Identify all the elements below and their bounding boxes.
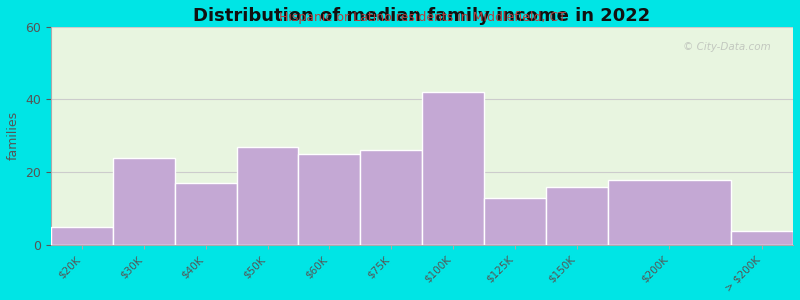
- Bar: [546, 187, 607, 245]
- Bar: [484, 198, 546, 245]
- Title: Distribution of median family income in 2022: Distribution of median family income in …: [194, 7, 650, 25]
- Bar: [422, 92, 484, 245]
- Text: © City-Data.com: © City-Data.com: [683, 42, 770, 52]
- Bar: [360, 150, 422, 245]
- Bar: [174, 183, 237, 245]
- Y-axis label: families: families: [7, 111, 20, 160]
- Bar: [237, 147, 298, 245]
- Bar: [731, 231, 793, 245]
- Bar: [113, 158, 174, 245]
- Text: Hispanic or Latino residents in Middlefield, CT: Hispanic or Latino residents in Middlefi…: [278, 11, 566, 24]
- Bar: [607, 179, 731, 245]
- Bar: [51, 227, 113, 245]
- Bar: [298, 154, 360, 245]
